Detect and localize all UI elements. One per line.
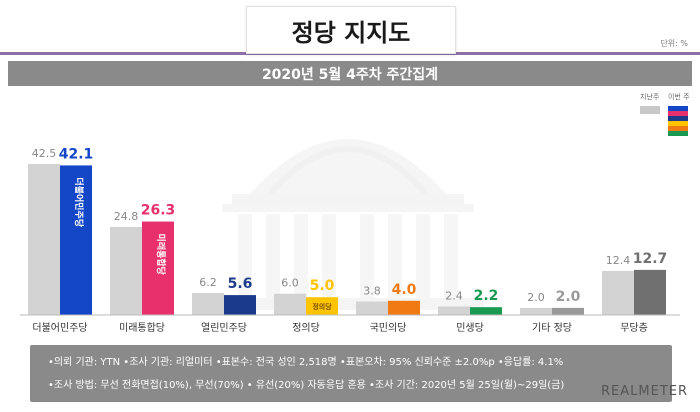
bar-curr-3	[306, 297, 338, 315]
background-dome-illustration	[212, 139, 484, 310]
bar-prev-4	[356, 301, 388, 315]
value-prev-0: 42.5	[32, 147, 57, 160]
bar-prev-1	[110, 226, 142, 315]
value-curr-2: 5.6	[228, 276, 253, 292]
value-curr-7: 12.7	[633, 251, 668, 267]
unit-label: 단위: %	[660, 39, 688, 48]
survey-info-box: •의뢰 기관: YTN •조사 기관: 리얼미터 •표본수: 전국 성인 2,5…	[30, 345, 672, 402]
legend-curr-swatch-3	[668, 121, 688, 126]
value-curr-3: 5.0	[310, 278, 335, 294]
page-title: 정당 지지도	[246, 6, 456, 54]
legend-curr-swatch-1	[668, 111, 688, 116]
bar-curr-5	[470, 307, 502, 315]
value-prev-1: 24.8	[114, 210, 139, 223]
category-label-2: 열린민주당	[201, 322, 247, 334]
bar-prev-7	[602, 270, 634, 315]
bar-logo-1: 미래통합당	[155, 234, 167, 276]
subtitle: 2020년 5월 4주차 주간집계	[261, 66, 439, 83]
category-label-3: 정의당	[292, 322, 320, 334]
bar-logo-0: 더불어민주당	[73, 177, 85, 227]
legend-prev-swatch	[640, 106, 660, 114]
legend-curr-swatch-2	[668, 116, 688, 121]
bar-prev-2	[192, 292, 224, 315]
value-prev-5: 2.4	[445, 289, 463, 302]
chart-legend: 지난주 이번 주	[640, 92, 690, 136]
subtitle-bar: 2020년 5월 4주차 주간집계	[8, 61, 692, 86]
bar-prev-5	[438, 306, 470, 315]
value-prev-7: 12.4	[606, 254, 631, 267]
value-prev-2: 6.2	[199, 276, 217, 289]
category-label-6: 기타 정당	[532, 322, 572, 334]
bar-curr-2	[224, 295, 256, 315]
category-label-4: 국민의당	[370, 322, 407, 334]
legend-prev-label: 지난주	[640, 92, 660, 101]
legend-curr-swatch-5	[668, 131, 688, 136]
bar-curr-4	[388, 300, 420, 315]
survey-info-line-2: •조사 방법: 무선 전화면접(10%), 무선(70%) • 유선(20%) …	[48, 380, 565, 391]
bar-curr-1	[142, 221, 174, 315]
value-curr-0: 42.1	[59, 146, 94, 162]
value-prev-4: 3.8	[363, 284, 381, 297]
bar-curr-0	[60, 165, 92, 315]
bar-prev-6	[520, 307, 552, 315]
bar-prev-3	[274, 293, 306, 315]
legend-curr-label: 이번 주	[668, 92, 690, 101]
category-label-7: 무당층	[620, 322, 648, 334]
bar-prev-0	[28, 164, 60, 315]
value-curr-1: 26.3	[141, 203, 176, 219]
category-label-5: 민생당	[456, 322, 484, 334]
bar-curr-6	[552, 307, 584, 315]
value-prev-3: 6.0	[281, 277, 299, 290]
legend-curr-swatches	[668, 106, 688, 136]
category-label-0: 더불어민주당	[32, 322, 87, 334]
value-prev-6: 2.0	[527, 291, 545, 304]
realmeter-logo: REALMETER	[601, 384, 688, 399]
value-curr-4: 4.0	[392, 282, 417, 298]
value-curr-6: 2.0	[556, 289, 581, 305]
survey-info-line-1: •의뢰 기관: YTN •조사 기관: 리얼미터 •표본수: 전국 성인 2,5…	[48, 357, 564, 368]
value-curr-5: 2.2	[474, 288, 499, 304]
legend-curr-swatch-0	[668, 106, 688, 111]
category-label-1: 미래통합당	[119, 322, 165, 334]
bar-logo-3: 정의당	[312, 302, 332, 311]
legend-curr-swatch-4	[668, 126, 688, 131]
bar-curr-7	[634, 269, 666, 315]
